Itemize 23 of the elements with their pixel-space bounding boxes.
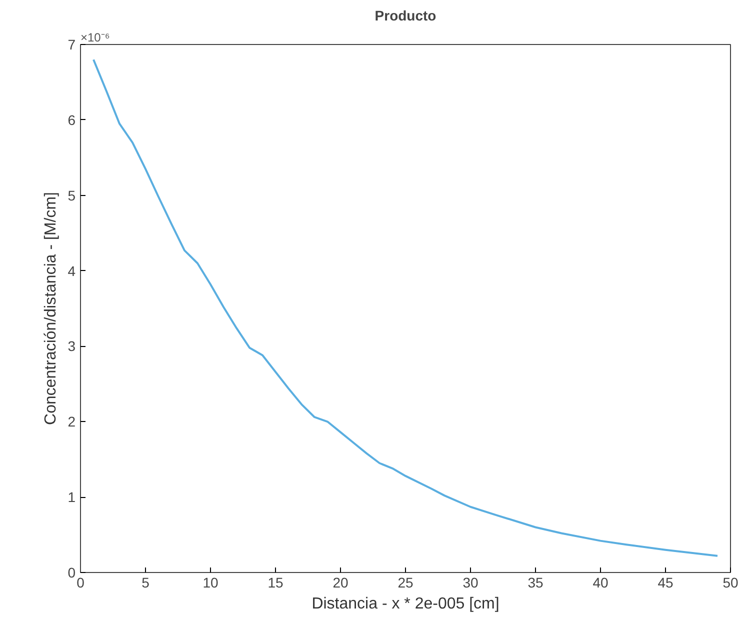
x-tick-label: 20 [332,574,348,590]
x-tick-label: 15 [268,574,284,590]
y-tick-label: 4 [68,262,76,279]
x-tick-label: 40 [592,574,608,590]
x-tick-label: 25 [398,574,414,590]
y-tick-label: 3 [68,338,76,354]
chart-title: Producto [374,8,436,24]
x-tick-label: 5 [142,574,150,590]
x-tick-label: 50 [722,574,738,590]
y-tick-label: 5 [68,187,76,204]
x-tick-label: 35 [528,574,544,590]
y-axis-title: Concentración/distancia - [M/cm] [42,192,60,425]
annotation: ×10⁻⁶ [80,30,110,44]
line-series [92,58,718,557]
x-tick-label: 30 [462,574,478,590]
y-tick-label: 7 [68,36,76,52]
x-tick-label: 10 [202,574,218,590]
y-tick-label: 6 [68,112,76,128]
y-tick-label: 2 [68,414,76,430]
x-axis-title: Distancia - x * 2e-005 [cm] [312,596,500,612]
y-tick-label: 1 [68,489,76,506]
y-tick-label: 0 [68,564,76,580]
x-tick-label: 45 [658,574,674,590]
